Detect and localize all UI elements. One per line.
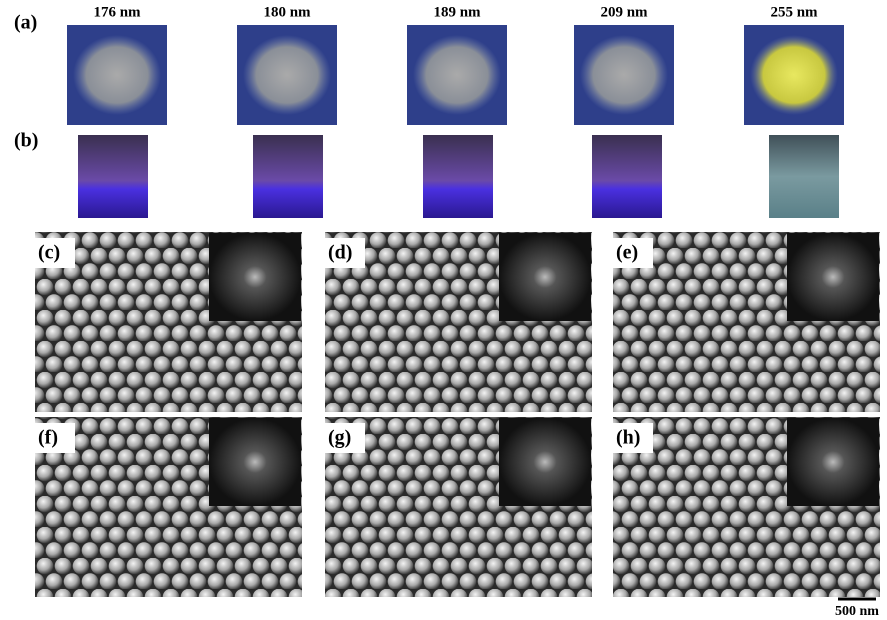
panel-label: (h): [616, 427, 640, 449]
powder: [750, 35, 838, 115]
panel-label: (c): [38, 242, 60, 264]
panel-label: (a): [14, 12, 37, 34]
panel-label: (g): [328, 427, 351, 449]
size-label: 255 nm: [770, 4, 818, 20]
vial-photo: [78, 135, 148, 218]
powder: [243, 35, 331, 115]
panel-label: (e): [616, 242, 638, 264]
fft-inset: [787, 233, 879, 321]
vial-photo: [769, 135, 839, 218]
fft-inset: [209, 233, 301, 321]
panel-label: (f): [38, 427, 58, 449]
vial-photo: [592, 135, 662, 218]
vial-photo: [423, 135, 493, 218]
powder: [73, 35, 161, 115]
powder: [413, 35, 501, 115]
panel-label: (d): [328, 242, 352, 264]
fft-inset: [499, 418, 591, 506]
fft-inset: [499, 233, 591, 321]
vial-photo: [253, 135, 323, 218]
scale-bar-label: 500 nm: [835, 604, 879, 619]
panel-label: (b): [14, 130, 38, 152]
figure: (a) (b) 500 nm 176 nm 180 nm 189 nm 209 nm 2…: [0, 0, 887, 620]
powder: [580, 35, 668, 115]
size-label: 180 nm: [263, 4, 311, 20]
size-label: 189 nm: [433, 4, 481, 20]
size-label: 176 nm: [93, 4, 141, 20]
size-label: 209 nm: [600, 4, 648, 20]
fft-inset: [209, 418, 301, 506]
fft-inset: [787, 418, 879, 506]
